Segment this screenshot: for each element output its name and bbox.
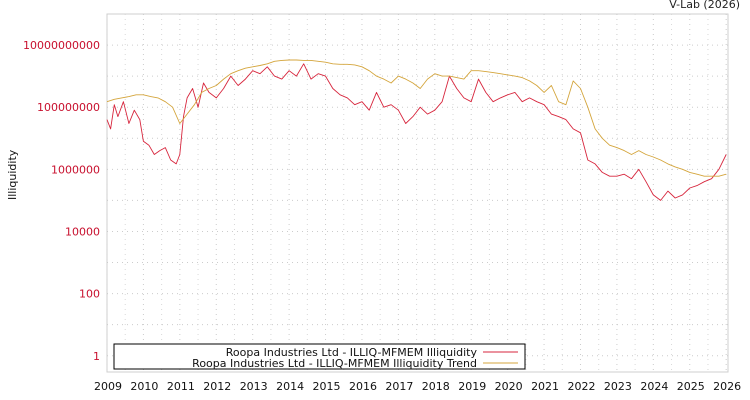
x-tick-label: 2024 (640, 380, 668, 393)
x-tick-label: 2013 (240, 380, 268, 393)
x-tick-label: 2018 (422, 380, 450, 393)
x-tick-label: 2025 (677, 380, 705, 393)
series-line-illiquidity (106, 63, 727, 201)
series-lines (106, 59, 727, 201)
x-tick-label: 2023 (604, 380, 632, 393)
legend-label-illiquidity: Roopa Industries Ltd - ILLIQ-MFMEM Illiq… (226, 346, 478, 359)
x-tick-label: 2015 (313, 380, 341, 393)
x-tick-label: 2014 (276, 380, 304, 393)
chart-credit: V-Lab (2026) (669, 0, 740, 11)
x-tick-label: 2021 (531, 380, 559, 393)
x-tick-label: 2010 (130, 380, 158, 393)
plot-area-frame (106, 13, 729, 373)
y-tick-label: 1 (93, 350, 100, 363)
legend-box (113, 343, 526, 370)
y-tick-label: 100 (79, 288, 100, 301)
y-tick-label: 1000000 (51, 163, 100, 176)
x-tick-label: 2026 (713, 380, 741, 393)
x-tick-label: 2019 (458, 380, 486, 393)
x-tick-label: 2017 (385, 380, 413, 393)
x-tick-label: 2009 (94, 380, 122, 393)
legend-label-illiquidity-trend: Roopa Industries Ltd - ILLIQ-MFMEM Illiq… (192, 357, 477, 370)
grid (106, 14, 728, 372)
x-tick-label: 2012 (203, 380, 231, 393)
y-tick-label: 10000 (65, 225, 100, 238)
y-axis: 1 100 10000 1000000 100000000 10000000000 (23, 39, 100, 363)
x-tick-label: 2022 (567, 380, 595, 393)
legend: Roopa Industries Ltd - ILLIQ-MFMEM Illiq… (113, 343, 526, 370)
series-line-illiquidity-trend (106, 59, 727, 177)
x-tick-label: 2011 (167, 380, 195, 393)
x-axis: 2009 2010 2011 2012 2013 2014 2015 2016 2017 2018… (94, 380, 741, 393)
x-tick-label: 2020 (495, 380, 523, 393)
y-tick-label: 100000000 (37, 101, 100, 114)
x-tick-label: 2016 (349, 380, 377, 393)
y-tick-label: 10000000000 (23, 39, 100, 52)
